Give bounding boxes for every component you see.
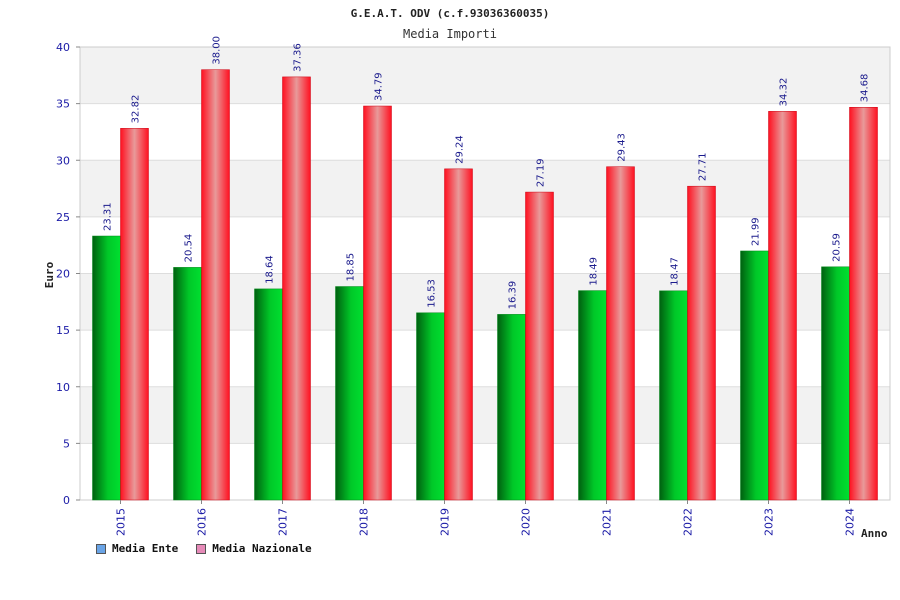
data-label-ente: 18.47 [670, 257, 681, 286]
bar-ente [254, 288, 283, 501]
bar-ente [335, 286, 364, 501]
data-label-ente: 20.59 [832, 233, 843, 262]
data-label-ente: 23.31 [103, 202, 114, 231]
x-tick-label: 2024 [844, 508, 857, 536]
legend-swatch-nazionale [196, 543, 207, 554]
chart-title: G.E.A.T. ODV (c.f.93036360035) [351, 7, 550, 20]
data-label-ente: 18.64 [265, 255, 276, 284]
data-label-ente: 18.85 [346, 253, 357, 282]
bar-nazionale [444, 168, 473, 501]
x-tick-label: 2021 [601, 508, 614, 536]
bar-nazionale [201, 69, 230, 501]
x-tick-label: 2019 [439, 508, 452, 536]
y-tick-label: 35 [56, 98, 70, 111]
y-axis: 0 5 10 15 20 25 30 35 40 [56, 41, 80, 507]
y-tick-label: 40 [56, 41, 70, 54]
bar-ente [497, 314, 526, 501]
bar-nazionale [525, 191, 554, 501]
bar-ente [740, 250, 769, 501]
data-label-nazionale: 34.79 [374, 72, 385, 101]
chart-subtitle: Media Importi [403, 27, 497, 41]
x-tick-label: 2016 [196, 508, 209, 536]
bar-nazionale [849, 106, 878, 501]
data-label-nazionale: 27.19 [536, 158, 547, 187]
bar-nazionale [606, 166, 635, 501]
y-tick-label: 25 [56, 211, 70, 224]
y-tick-label: 20 [56, 268, 70, 281]
data-label-ente: 16.53 [427, 279, 438, 308]
data-label-ente: 16.39 [508, 281, 519, 310]
x-tick-label: 2022 [682, 508, 695, 536]
data-label-nazionale: 32.82 [131, 95, 142, 124]
x-tick-label: 2015 [115, 508, 128, 536]
x-axis: 2015 2016 2017 2018 2019 2020 2021 2022 2023 2024 [115, 500, 857, 536]
y-tick-label: 30 [56, 154, 70, 167]
x-tick-label: 2023 [763, 508, 776, 536]
y-axis-title: Euro [43, 261, 56, 288]
x-tick-label: 2020 [520, 508, 533, 536]
bar-nazionale [120, 128, 149, 501]
legend-item-ente: Media Ente [96, 542, 178, 555]
bar-nazionale [687, 185, 716, 501]
legend-label-ente: Media Ente [112, 542, 179, 555]
legend-swatch-ente [96, 543, 106, 554]
y-tick-label: 15 [56, 324, 70, 337]
bar-ente [578, 290, 607, 501]
bar-nazionale [282, 76, 311, 501]
legend: Media Ente Media Nazionale [96, 542, 312, 555]
x-axis-title: Anno [861, 527, 888, 540]
data-label-nazionale: 38.00 [212, 36, 223, 65]
x-tick-label: 2017 [277, 508, 290, 536]
bar-nazionale [768, 111, 797, 501]
y-tick-label: 0 [63, 494, 70, 507]
data-label-nazionale: 34.32 [779, 78, 790, 107]
data-label-nazionale: 27.71 [698, 153, 709, 182]
bar-nazionale [363, 105, 392, 501]
y-tick-label: 10 [56, 381, 70, 394]
legend-label-nazionale: Media Nazionale [212, 542, 312, 555]
bar-ente [659, 290, 688, 501]
legend-item-nazionale: Media Nazionale [196, 542, 312, 555]
bar-ente [821, 266, 850, 501]
y-tick-label: 5 [63, 437, 70, 450]
data-label-ente: 21.99 [751, 217, 762, 246]
bar-ente [92, 235, 121, 501]
x-tick-label: 2018 [358, 508, 371, 536]
data-label-ente: 18.49 [589, 257, 600, 286]
bars-group: 23.31 20.54 18.64 18.85 16.53 16.39 18.49 18.47… [92, 36, 878, 501]
bar-ente [416, 312, 445, 501]
data-label-ente: 20.54 [184, 234, 195, 263]
bar-ente [173, 267, 202, 501]
data-label-nazionale: 37.36 [293, 43, 304, 72]
data-label-nazionale: 34.68 [860, 74, 871, 103]
data-label-nazionale: 29.24 [455, 135, 466, 164]
data-label-nazionale: 29.43 [617, 133, 628, 162]
